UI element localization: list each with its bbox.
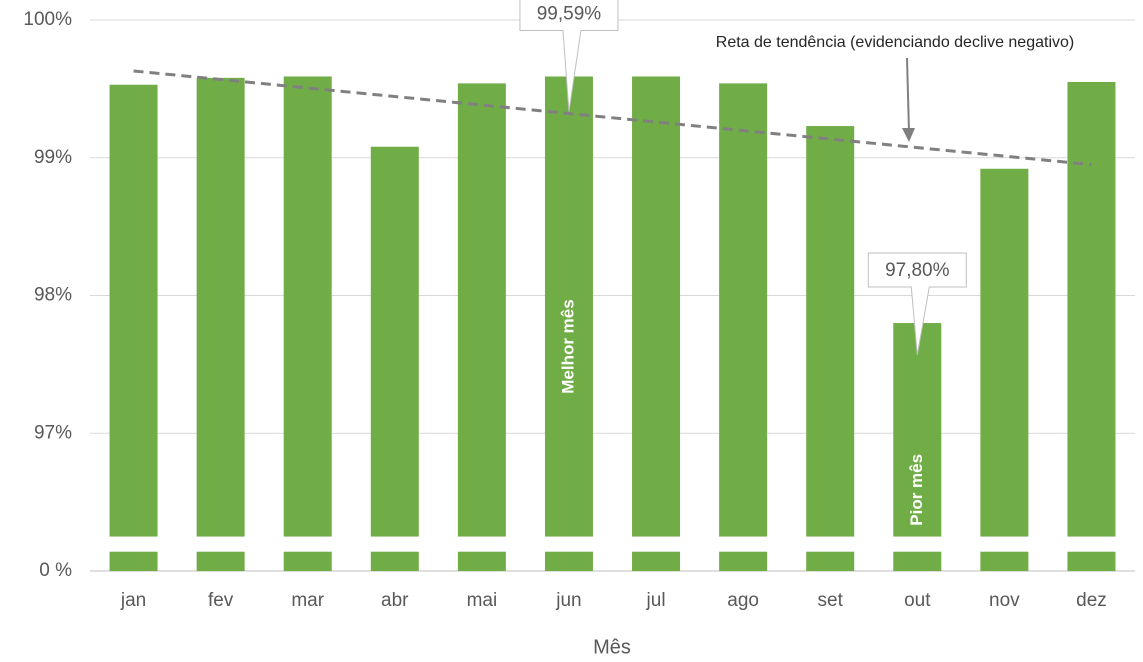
- x-tick-label: jun: [555, 590, 581, 611]
- bar: [1067, 81, 1116, 572]
- x-tick-label: mai: [467, 590, 498, 611]
- x-tick-label: abr: [381, 590, 409, 611]
- y-tick-label: 0 %: [39, 560, 72, 581]
- y-tick-label: 97%: [34, 422, 72, 443]
- data-label: 99,59%: [537, 3, 602, 24]
- x-tick-label: jan: [120, 590, 146, 611]
- arrow-head: [902, 128, 915, 142]
- x-tick-label: fev: [208, 590, 234, 611]
- bar: [544, 76, 593, 571]
- axis-break: [90, 536, 1135, 552]
- bar-annotation: Melhor mês: [558, 299, 577, 393]
- trendline-label: Reta de tendência (evidenciando declive …: [716, 34, 1074, 51]
- bar: [196, 77, 245, 571]
- bar: [457, 83, 506, 572]
- x-tick-label: dez: [1076, 590, 1107, 611]
- bar-annotation: Pior mês: [907, 454, 926, 526]
- x-tick-label: out: [904, 590, 931, 611]
- y-tick-label: 98%: [34, 285, 72, 306]
- x-axis-label: Mês: [593, 636, 631, 658]
- bar: [283, 76, 332, 571]
- y-tick-label: 99%: [34, 147, 72, 168]
- x-tick-label: nov: [989, 590, 1020, 611]
- callout-box: [519, 0, 619, 112]
- bar: [109, 84, 158, 572]
- bar: [632, 76, 681, 571]
- bar: [806, 126, 855, 571]
- x-tick-label: ago: [727, 590, 759, 611]
- x-tick-label: jul: [646, 590, 666, 611]
- arrow-shaft: [906, 57, 910, 133]
- y-tick-label: 100%: [23, 9, 72, 30]
- bar: [980, 168, 1029, 571]
- bar: [370, 146, 419, 572]
- data-label: 97,80%: [885, 260, 950, 281]
- x-tick-label: set: [818, 590, 844, 611]
- trendline: [133, 69, 1092, 167]
- bar: [719, 83, 768, 572]
- x-tick-label: mar: [291, 590, 324, 611]
- bar: [893, 323, 942, 571]
- callout-box: [867, 252, 967, 356]
